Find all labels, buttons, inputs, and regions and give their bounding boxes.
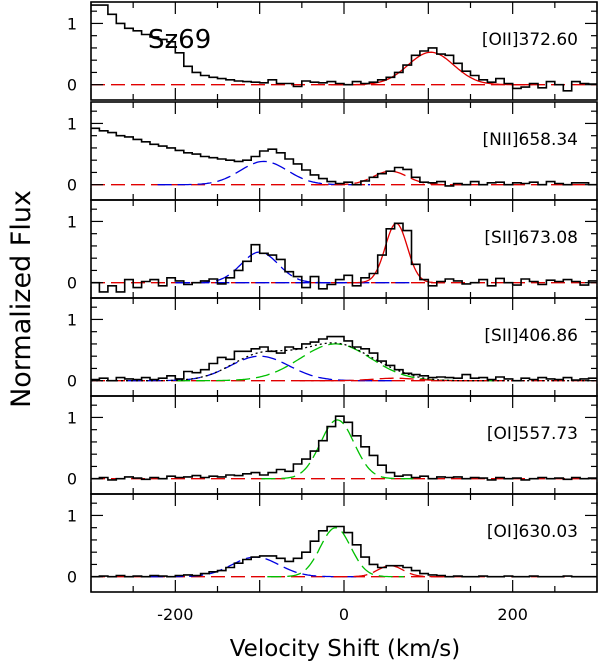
x-tick-label: 0 [339, 605, 349, 624]
y-axis-label: Normalized Flux [6, 190, 37, 408]
chart-panel: 0 1 [SII]406.86 [67, 297, 598, 397]
gaussian-fit-line [149, 556, 362, 578]
gaussian-fit-line [347, 222, 445, 284]
observed-spectrum-line [91, 127, 597, 187]
gaussian-fit-line [157, 160, 371, 186]
panel-line-label: [SII]406.86 [484, 326, 578, 346]
gaussian-fit-line [261, 419, 414, 480]
panel-line-label: [SII]673.08 [484, 228, 578, 248]
panel-plot-area [91, 525, 597, 578]
panel-plot-area [91, 127, 597, 187]
chart-panel: 0 1 [OI]557.73 [67, 395, 598, 495]
y-tick-label: 1 [67, 14, 77, 33]
y-tick-label: 1 [67, 114, 77, 133]
gaussian-fit-line [299, 377, 489, 382]
gaussian-fit-line [314, 170, 467, 186]
panel-line-label: [OII]372.60 [482, 30, 578, 50]
chart-panel: 0 1 [OII]372.60 Sz69 [67, 1, 598, 101]
gaussian-fit-line [267, 527, 404, 578]
y-tick-label: 0 [67, 568, 77, 587]
panel-plot-area [91, 222, 597, 293]
y-tick-label: 0 [67, 176, 77, 195]
panel-line-label: [NII]658.34 [483, 130, 579, 150]
x-axis-label: Velocity Shift (km/s) [230, 636, 461, 662]
chart-panel: 0 1 [NII]658.34 [67, 101, 598, 201]
observed-spectrum-line [91, 525, 597, 578]
x-tick-label: 200 [497, 605, 528, 624]
y-tick-label: 0 [67, 470, 77, 489]
y-tick-label: 0 [67, 274, 77, 293]
chart-panel: 0 1 [SII]673.08 [67, 199, 598, 299]
y-tick-label: 1 [67, 506, 77, 525]
y-tick-label: 0 [67, 372, 77, 391]
chart-panels: 0 1 [OII]372.60 Sz69 0 1 [NII]658.34 0 1 [SII]673… [67, 1, 598, 593]
object-label: Sz69 [148, 25, 211, 55]
observed-spectrum-line [91, 415, 597, 481]
panel-plot-area [91, 415, 597, 481]
panel-line-label: [OI]630.03 [487, 522, 578, 542]
y-tick-label: 1 [67, 212, 77, 231]
observed-spectrum-line [91, 4, 597, 92]
x-tick-label: -200 [157, 605, 193, 624]
y-tick-label: 1 [67, 408, 77, 427]
panel-line-label: [OI]557.73 [487, 424, 578, 444]
panel-plot-area [91, 335, 597, 382]
chart-panel: 0 1 [OI]630.03 [67, 493, 598, 593]
y-tick-label: 1 [67, 310, 77, 329]
panel-plot-area [91, 4, 597, 92]
observed-spectrum-line [91, 222, 597, 293]
gaussian-fit-line [328, 51, 533, 86]
observed-spectrum-line [91, 335, 597, 382]
y-tick-label: 0 [67, 76, 77, 95]
gaussian-fit-line [176, 343, 495, 382]
